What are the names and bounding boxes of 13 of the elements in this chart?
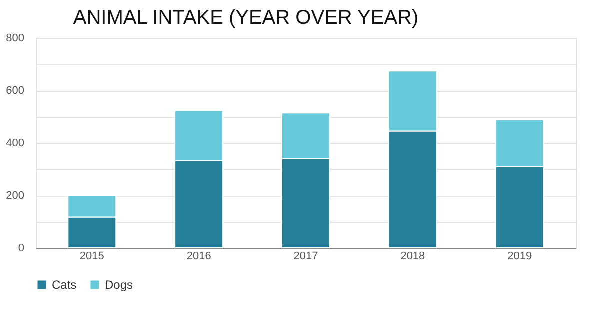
- x-tick-label: 2019: [508, 250, 532, 262]
- y-tick-label: 600: [6, 85, 24, 97]
- x-tick-label: 2017: [294, 250, 318, 262]
- x-tick-label: 2018: [400, 250, 426, 262]
- y-tick-label: 200: [6, 190, 24, 202]
- chart-title: ANIMAL INTAKE (YEAR OVER YEAR): [73, 7, 419, 29]
- y-tick-label: 0: [18, 242, 24, 254]
- y-tick-label: 800: [6, 32, 24, 44]
- legend-label: Dogs: [105, 278, 134, 292]
- x-tick-label: 2015: [80, 250, 104, 262]
- y-tick-label: 400: [6, 138, 24, 150]
- x-tick-label: 2016: [186, 250, 212, 262]
- legend-label: Cats: [52, 278, 77, 292]
